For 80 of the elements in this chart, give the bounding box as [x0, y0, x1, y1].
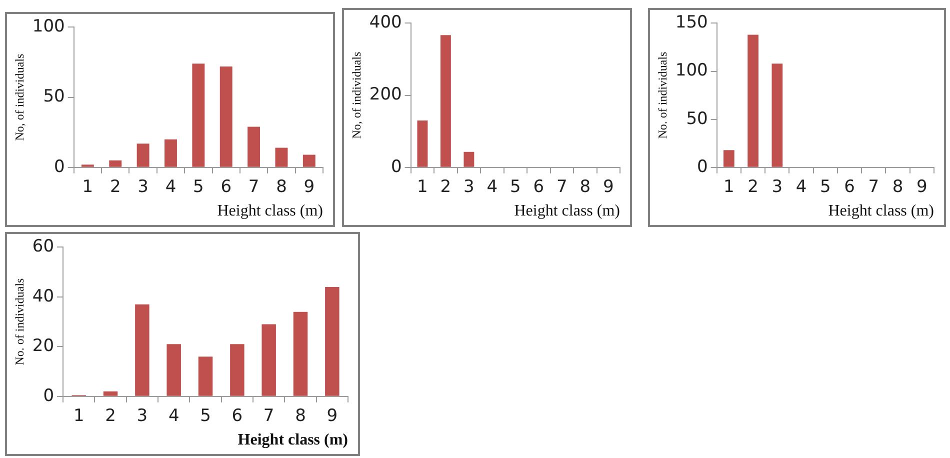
y-tick-label: 50 — [43, 86, 65, 107]
x-tick-label: 2 — [440, 177, 452, 198]
x-tick-label: 5 — [510, 177, 521, 198]
y-tick-label: 100 — [32, 16, 65, 37]
bar — [136, 144, 150, 167]
x-tick-label: 5 — [820, 177, 831, 198]
x-tick-label: 2 — [748, 177, 758, 198]
y-axis-title: No. of individuals — [12, 278, 26, 366]
bar — [230, 344, 244, 396]
x-tick-label: 8 — [892, 177, 904, 198]
bar — [772, 64, 783, 167]
x-tick-label: 4 — [168, 406, 180, 426]
bar — [198, 356, 213, 396]
x-tick-label: 3 — [136, 406, 148, 426]
bar — [192, 64, 205, 167]
bar — [440, 35, 451, 167]
x-tick-label: 4 — [486, 177, 498, 198]
x-tick-label: 7 — [556, 177, 568, 198]
x-tick-label: 5 — [193, 177, 204, 198]
bar — [248, 126, 260, 167]
x-tick-label: 6 — [232, 406, 243, 426]
y-tick-label: 150 — [675, 12, 708, 33]
x-tick-label: 7 — [248, 177, 260, 198]
x-axis-title: Height class (m) — [238, 432, 348, 449]
x-tick-label: 1 — [82, 177, 94, 198]
y-tick-label: 0 — [43, 386, 54, 406]
x-tick-label: 9 — [602, 177, 614, 198]
x-tick-label: 9 — [326, 406, 338, 426]
y-axis-title: No, of individuals — [12, 53, 26, 141]
x-tick-label: 3 — [138, 177, 148, 198]
x-tick-label: 7 — [263, 406, 274, 426]
x-tick-label: 8 — [276, 177, 287, 198]
x-tick-label: 6 — [844, 177, 855, 198]
bar — [748, 34, 758, 167]
y-tick-label: 0 — [391, 156, 402, 177]
bar — [325, 286, 340, 396]
bar — [164, 139, 177, 167]
x-tick-label: 2 — [105, 406, 116, 426]
x-tick-label: 4 — [796, 177, 807, 198]
x-tick-label: 3 — [464, 177, 474, 198]
x-tick-label: 9 — [304, 177, 315, 198]
y-tick-label: 0 — [697, 156, 708, 177]
y-axis-title: No. of individuals — [655, 51, 670, 139]
x-tick-label: 3 — [772, 177, 783, 198]
y-tick-label: 20 — [32, 336, 54, 356]
x-tick-label: 8 — [295, 406, 306, 426]
bar — [275, 148, 288, 167]
y-axis-title: No, of individuals — [349, 51, 364, 139]
bar — [135, 304, 150, 396]
bar — [293, 312, 308, 396]
x-axis-title: Height class (m) — [217, 202, 323, 220]
y-tick-label: 60 — [32, 236, 54, 257]
bar — [723, 150, 734, 167]
x-tick-label: 1 — [417, 177, 428, 198]
bar — [220, 66, 232, 167]
bar — [262, 324, 276, 396]
x-tick-label: 6 — [220, 177, 232, 198]
x-tick-label: 5 — [200, 406, 211, 426]
bar — [417, 120, 428, 167]
x-tick-label: 2 — [110, 177, 121, 198]
x-axis-title: Height class (m) — [828, 202, 934, 220]
x-tick-label: 8 — [580, 177, 591, 198]
y-tick-label: 50 — [686, 108, 708, 129]
bar — [103, 391, 118, 396]
y-tick-label: 0 — [54, 156, 65, 177]
x-tick-label: 1 — [724, 177, 734, 198]
bar — [109, 160, 122, 167]
x-tick-label: 1 — [73, 406, 84, 426]
y-tick-label: 100 — [675, 60, 708, 81]
bar — [464, 152, 474, 167]
x-axis-title: Height class (m) — [514, 202, 620, 220]
x-tick-label: 6 — [533, 177, 544, 198]
y-tick-label: 400 — [369, 12, 402, 33]
bar — [166, 344, 181, 396]
y-tick-label: 40 — [32, 286, 54, 306]
y-tick-label: 200 — [369, 84, 402, 105]
bar — [302, 154, 316, 167]
x-tick-label: 7 — [868, 177, 880, 198]
x-tick-label: 4 — [165, 177, 176, 198]
x-tick-label: 9 — [916, 177, 928, 198]
